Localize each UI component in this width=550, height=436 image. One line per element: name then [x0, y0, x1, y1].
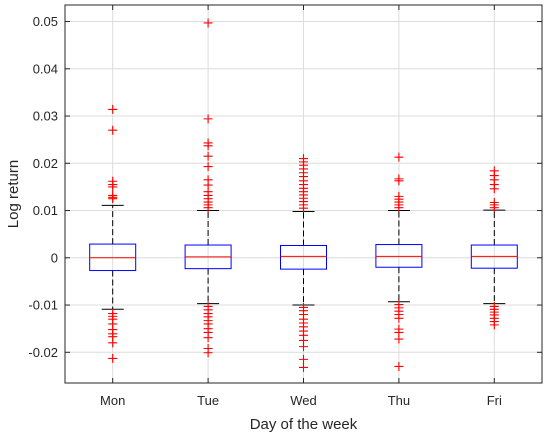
outlier-point — [299, 354, 308, 364]
plot-frame — [64, 4, 543, 384]
outlier-point — [203, 333, 213, 343]
marks-layer — [89, 18, 518, 372]
y-tick-label: 0.04 — [33, 61, 58, 76]
y-tick-label: -0.02 — [28, 345, 58, 360]
box-group-tue — [184, 18, 232, 358]
outlier-point — [203, 348, 213, 358]
outlier-point — [394, 152, 404, 162]
box-group-thu — [375, 152, 423, 371]
y-tick-label: 0.03 — [33, 109, 58, 124]
x-tick-label: Fri — [487, 393, 502, 408]
y-tick-label: 0.05 — [33, 14, 58, 29]
outlier-point — [203, 114, 213, 124]
outlier-point — [299, 342, 308, 352]
x-tick-label: Mon — [100, 393, 125, 408]
y-tick-label: 0.02 — [33, 156, 58, 171]
y-tick-label: 0 — [51, 250, 58, 265]
outlier-point — [203, 151, 213, 161]
iqr-box — [280, 245, 327, 270]
outlier-point — [299, 362, 308, 372]
outlier-point — [203, 18, 213, 28]
outlier-point — [489, 184, 499, 194]
outlier-point — [394, 176, 404, 186]
outlier-point — [108, 104, 118, 114]
x-tick-label: Thu — [388, 393, 410, 408]
box-group-wed — [280, 154, 327, 372]
outlier-point — [489, 320, 499, 330]
outlier-point — [108, 125, 118, 135]
outlier-point — [108, 338, 118, 348]
x-axis-title: Day of the week — [250, 416, 358, 433]
outlier-point — [489, 203, 499, 213]
box-group-fri — [470, 166, 518, 330]
y-tick-label: -0.01 — [28, 298, 58, 313]
x-tick-label: Tue — [197, 393, 219, 408]
outlier-point — [394, 203, 404, 213]
y-axis-title: Log return — [5, 160, 22, 228]
outlier-point — [203, 162, 213, 172]
outlier-point — [108, 353, 118, 363]
box-group-mon — [89, 104, 137, 363]
outlier-point — [394, 313, 404, 323]
outlier-point — [203, 203, 213, 213]
outlier-point — [203, 141, 213, 151]
outlier-point — [108, 194, 118, 204]
outlier-point — [394, 334, 404, 344]
axis-layer: -0.02 -0.01 0 0.01 0.02 0.03 0.04 0.05 Mon Tue Wed… — [28, 4, 543, 408]
outlier-point — [394, 361, 404, 371]
outlier-point — [108, 182, 118, 192]
x-tick-label: Wed — [290, 393, 317, 408]
outlier-point — [299, 203, 308, 213]
y-tick-label: 0.01 — [33, 203, 58, 218]
